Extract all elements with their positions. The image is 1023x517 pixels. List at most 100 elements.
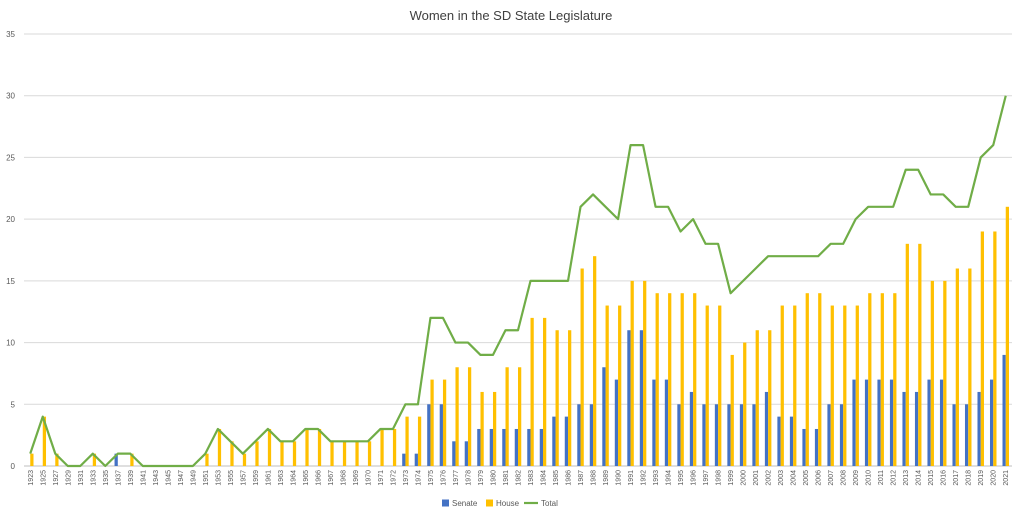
senate-bar (777, 416, 781, 466)
house-bar (893, 293, 897, 466)
senate-bar (464, 441, 468, 466)
senate-bar (914, 391, 919, 466)
senate-bar (964, 404, 969, 466)
x-tick-label: 2001 (753, 470, 760, 486)
y-tick-label: 20 (6, 215, 15, 224)
y-tick-label: 35 (6, 30, 15, 39)
x-tick-label: 2019 (978, 470, 985, 486)
x-tick-label: 2002 (766, 470, 773, 486)
chart-title: Women in the SD State Legislature (410, 8, 613, 23)
y-tick-label: 0 (11, 462, 16, 471)
senate-bar (452, 441, 456, 466)
x-tick-label: 1980 (490, 470, 497, 486)
senate-bar (564, 416, 569, 466)
house-bar (943, 280, 947, 466)
x-tick-label: 2003 (778, 470, 785, 486)
legend-label: Total (541, 499, 558, 508)
house-bar (730, 354, 734, 466)
senate-bar (839, 404, 844, 466)
senate-bar (952, 404, 956, 466)
x-tick-label: 1999 (728, 470, 735, 486)
senate-bar (927, 379, 931, 466)
y-tick-label: 10 (6, 339, 15, 348)
house-bar (668, 293, 672, 466)
y-tick-label: 5 (11, 400, 16, 409)
house-bar (292, 441, 297, 466)
x-tick-label: 1929 (65, 470, 72, 486)
house-bar (705, 305, 709, 466)
house-bar (805, 293, 809, 466)
x-tick-label: 2018 (966, 470, 973, 486)
x-tick-label: 1957 (240, 470, 247, 486)
house-bar (555, 330, 559, 466)
legend-item-house: House (486, 499, 520, 508)
senate-bar (977, 391, 981, 466)
total-line-group (29, 95, 1007, 468)
house-bar (530, 317, 534, 466)
house-bar (605, 305, 609, 466)
senate-bar (939, 379, 944, 466)
house-bar (342, 441, 347, 466)
house-bar (993, 231, 997, 466)
y-tick-label: 15 (6, 277, 15, 286)
x-tick-label: 1981 (503, 470, 510, 486)
x-tick-label: 1976 (440, 470, 447, 486)
x-tick-label: 1933 (90, 470, 97, 486)
senate-bar (427, 404, 431, 466)
x-tick-label: 2020 (991, 470, 998, 486)
house-bar (405, 416, 409, 466)
x-tick-label: 1963 (278, 470, 285, 486)
y-axis: 0 5 10 15 20 25 30 35 (6, 30, 15, 471)
senate-bar (739, 404, 744, 466)
senate-bar (439, 404, 443, 466)
x-tick-label: 1947 (178, 470, 185, 486)
house-bar (355, 441, 359, 466)
x-tick-label: 2011 (878, 470, 885, 485)
x-tick-label: 1953 (215, 470, 222, 486)
house-bar (317, 428, 322, 466)
house-bar (205, 453, 209, 466)
senate-bar (639, 330, 644, 466)
x-tick-label: 2016 (941, 470, 948, 486)
senate-bar (702, 404, 706, 466)
x-tick-label: 1941 (140, 470, 147, 486)
senate-bar (664, 379, 669, 466)
legend-label: Senate (452, 499, 478, 508)
x-tick-label: 1997 (703, 470, 710, 486)
house-bar (230, 441, 234, 466)
x-tick-label: 2013 (903, 470, 910, 486)
house-bar (818, 293, 822, 466)
x-tick-label: 2007 (828, 470, 835, 486)
x-tick-label: 1979 (478, 470, 485, 486)
x-tick-label: 1937 (115, 470, 122, 486)
senate-bar (814, 428, 819, 466)
senate-bar (414, 453, 418, 466)
senate-bar (727, 404, 731, 466)
house-bar (442, 379, 447, 466)
house-bar (92, 453, 97, 466)
senate-bar (627, 330, 631, 466)
senate-bar (802, 428, 806, 466)
senate-bar (577, 404, 581, 466)
house-bar (843, 305, 847, 466)
x-tick-label: 1992 (641, 470, 648, 486)
x-tick-label: 1995 (678, 470, 685, 486)
house-bar (543, 317, 547, 466)
x-tick-label: 1943 (153, 470, 160, 486)
house-bar (780, 305, 784, 466)
house-bar (455, 367, 459, 466)
x-tick-label: 1986 (566, 470, 573, 486)
x-tick-label: 2009 (853, 470, 860, 486)
house-bar (655, 293, 659, 466)
legend: Senate House Total (442, 499, 558, 508)
senate-bar (764, 391, 769, 466)
x-tick-label: 1970 (365, 470, 372, 486)
x-tick-label: 1935 (103, 470, 110, 486)
x-tick-label: 2000 (741, 470, 748, 486)
house-bar (380, 428, 384, 466)
house-bar (855, 305, 859, 466)
x-tick-label: 1965 (303, 470, 310, 486)
x-tick-label: 2006 (816, 470, 823, 486)
senate-bar (614, 379, 619, 466)
house-bar (330, 441, 334, 466)
